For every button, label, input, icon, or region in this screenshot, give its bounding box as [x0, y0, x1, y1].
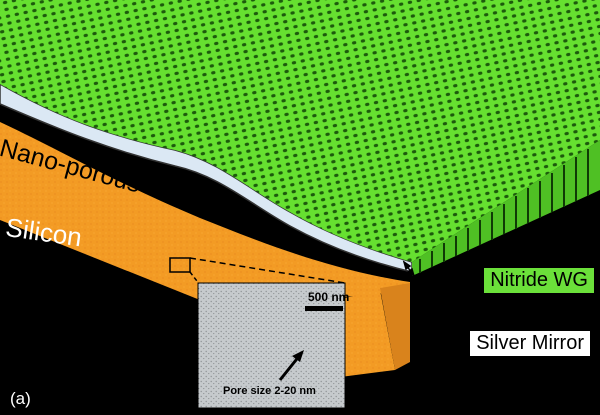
thickness-arrow-icon — [402, 260, 416, 278]
scale-bar-label: 500 nm — [308, 290, 350, 304]
zoom-region-box — [169, 257, 191, 273]
panel-label: (a) — [10, 389, 31, 408]
scale-bar — [305, 306, 343, 311]
nitride-label: Nitride WG — [484, 268, 594, 293]
nitride-edge-ridges — [419, 149, 589, 273]
nitride-top-surface — [0, 0, 600, 262]
pore-arrow-icon — [278, 350, 304, 381]
silver-mirror-label: Silver Mirror — [470, 331, 590, 356]
pore-size-label: Pore size 2-20 nm — [223, 385, 316, 397]
sem-inset-image — [197, 282, 346, 409]
